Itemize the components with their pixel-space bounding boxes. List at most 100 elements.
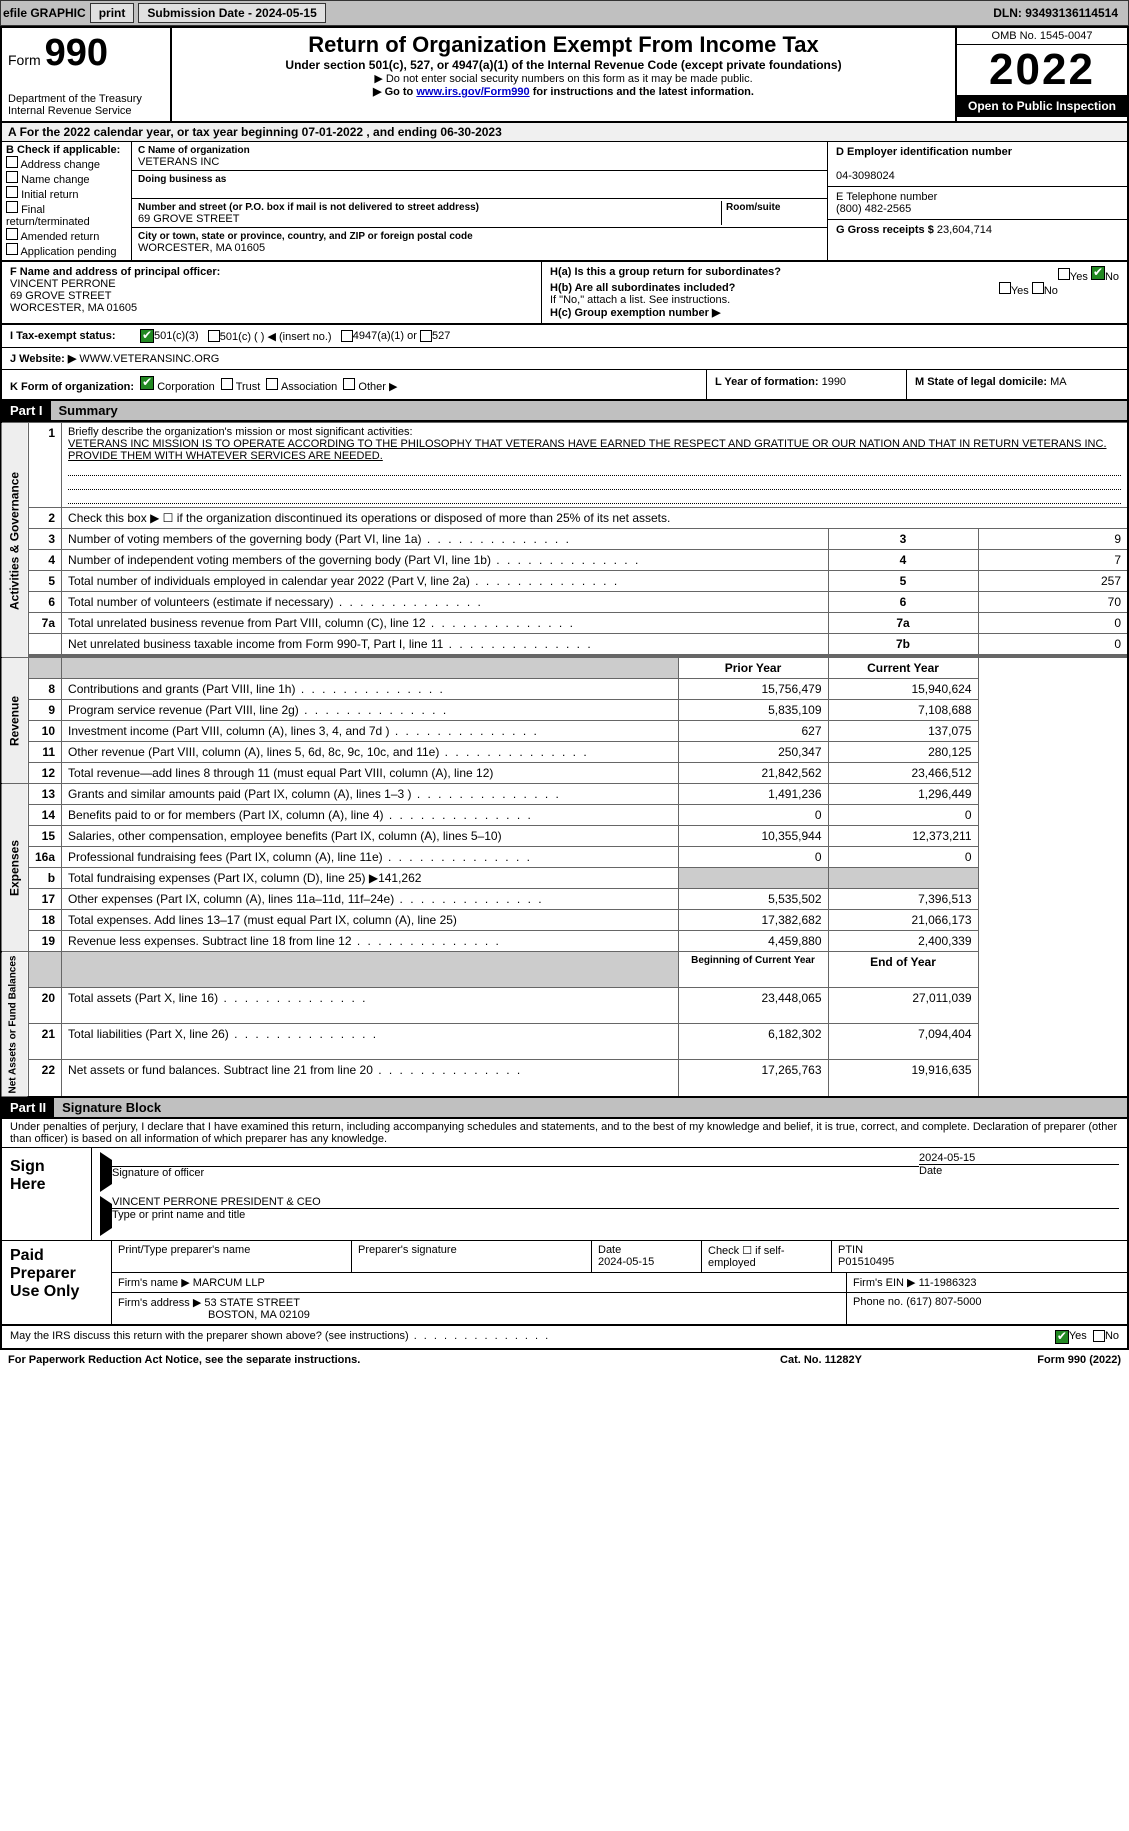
line1: Briefly describe the organization's miss… bbox=[62, 423, 1128, 508]
j-label: J Website: ▶ bbox=[10, 352, 76, 365]
paid-label: Paid Preparer Use Only bbox=[2, 1241, 112, 1324]
chk-initial-return[interactable] bbox=[6, 186, 18, 198]
part2-title: Signature Block bbox=[54, 1098, 1127, 1117]
b-label: B Check if applicable: bbox=[6, 144, 127, 156]
row-val: 257 bbox=[978, 571, 1128, 592]
note2-post: for instructions and the latest informat… bbox=[533, 86, 754, 98]
hdr-boy: Beginning of Current Year bbox=[678, 952, 828, 988]
row-py: 10,355,944 bbox=[678, 826, 828, 847]
section-h: H(a) Is this a group return for subordin… bbox=[542, 262, 1127, 323]
table-row: 4Number of independent voting members of… bbox=[1, 550, 1128, 571]
row-num: 1 bbox=[29, 423, 62, 508]
chk-corp[interactable] bbox=[140, 376, 154, 390]
table-row: 5Total number of individuals employed in… bbox=[1, 571, 1128, 592]
row-cy: 7,396,513 bbox=[828, 889, 978, 910]
row-num: 4 bbox=[29, 550, 62, 571]
dba-lbl: Doing business as bbox=[138, 174, 226, 185]
chk-ha-yes[interactable] bbox=[1058, 268, 1070, 280]
row-num: 13 bbox=[29, 784, 62, 805]
chk-trust[interactable] bbox=[221, 378, 233, 390]
row-box: 7b bbox=[828, 634, 978, 655]
sign-here-row: Sign Here Signature of officer 2024-05-1… bbox=[2, 1147, 1127, 1240]
chk-4947[interactable] bbox=[341, 330, 353, 342]
chk-hb-yes[interactable] bbox=[999, 282, 1011, 294]
chk-address-change[interactable] bbox=[6, 156, 18, 168]
hdr-eoy: End of Year bbox=[828, 952, 978, 988]
part1-table: Activities & Governance 1 Briefly descri… bbox=[0, 422, 1129, 1098]
form-label: Form bbox=[8, 52, 41, 68]
hdr-current: Current Year bbox=[828, 658, 978, 679]
i-label: I Tax-exempt status: bbox=[10, 330, 140, 342]
chk-may-no[interactable] bbox=[1093, 1330, 1105, 1342]
no-3: No bbox=[1105, 1330, 1119, 1344]
line1-lbl: Briefly describe the organization's miss… bbox=[68, 426, 412, 438]
chk-501c[interactable] bbox=[208, 330, 220, 342]
row-num: 5 bbox=[29, 571, 62, 592]
section-c: C Name of organization VETERANS INC Doin… bbox=[132, 142, 827, 260]
print-button[interactable]: print bbox=[90, 3, 135, 23]
row-val: 7 bbox=[978, 550, 1128, 571]
chk-ha-no[interactable] bbox=[1091, 266, 1105, 280]
tax-year: 2022 bbox=[957, 45, 1127, 95]
submission-date-button[interactable]: Submission Date - 2024-05-15 bbox=[138, 3, 325, 23]
line-j: J Website: ▶ WWW.VETERANSINC.ORG bbox=[0, 348, 1129, 370]
arrow-icon bbox=[100, 1196, 112, 1236]
table-row: Net unrelated business taxable income fr… bbox=[1, 634, 1128, 655]
opt-other: Other ▶ bbox=[358, 381, 397, 393]
opt-name-change: Name change bbox=[21, 174, 90, 186]
chk-hb-no[interactable] bbox=[1032, 282, 1044, 294]
line-i: I Tax-exempt status: 501(c)(3) 501(c) ( … bbox=[0, 325, 1129, 348]
form-subtitle: Under section 501(c), 527, or 4947(a)(1)… bbox=[178, 58, 949, 72]
line-k-l-m: K Form of organization: Corporation Trus… bbox=[0, 370, 1129, 401]
footer-right: Form 990 (2022) bbox=[921, 1354, 1121, 1366]
chk-final-return[interactable] bbox=[6, 201, 18, 213]
line-a-text: For the 2022 calendar year, or tax year … bbox=[20, 125, 502, 139]
row-py: 0 bbox=[678, 805, 828, 826]
row-py: 6,182,302 bbox=[678, 1024, 828, 1060]
opt-final-return: Final return/terminated bbox=[6, 204, 90, 228]
rev-header: Revenue Prior Year Current Year bbox=[1, 658, 1128, 679]
form-header: Form 990 Department of the Treasury Inte… bbox=[0, 26, 1129, 123]
row-num: 20 bbox=[29, 988, 62, 1024]
part1-header: Part I Summary bbox=[0, 401, 1129, 422]
opt-501c: 501(c) ( ) ◀ (insert no.) bbox=[220, 330, 332, 343]
row-num: 8 bbox=[29, 679, 62, 700]
firm-addr2: BOSTON, MA 02109 bbox=[208, 1309, 310, 1321]
row-py: 5,835,109 bbox=[678, 700, 828, 721]
row-cy: 19,916,635 bbox=[828, 1060, 978, 1097]
row-box: 6 bbox=[828, 592, 978, 613]
ein: 04-3098024 bbox=[836, 170, 895, 182]
chk-other[interactable] bbox=[343, 378, 355, 390]
table-row: 6Total number of volunteers (estimate if… bbox=[1, 592, 1128, 613]
chk-name-change[interactable] bbox=[6, 171, 18, 183]
table-row: 12Total revenue—add lines 8 through 11 (… bbox=[1, 763, 1128, 784]
table-row: 14Benefits paid to or for members (Part … bbox=[1, 805, 1128, 826]
row-txt: Revenue less expenses. Subtract line 18 … bbox=[62, 931, 678, 952]
vert-exp: Expenses bbox=[1, 784, 29, 952]
chk-527[interactable] bbox=[420, 330, 432, 342]
row-box: 7a bbox=[828, 613, 978, 634]
chk-may-yes[interactable] bbox=[1055, 1330, 1069, 1344]
efile-label: efile GRAPHIC bbox=[3, 6, 86, 20]
part2-badge: Part II bbox=[2, 1098, 54, 1117]
ptin: P01510495 bbox=[838, 1256, 894, 1268]
row-py: 627 bbox=[678, 721, 828, 742]
part2-header: Part II Signature Block bbox=[0, 1098, 1129, 1119]
mission-text: VETERANS INC MISSION IS TO OPERATE ACCOR… bbox=[68, 438, 1106, 462]
row-cy: 280,125 bbox=[828, 742, 978, 763]
sign-here-label: Sign Here bbox=[2, 1148, 92, 1240]
chk-amended[interactable] bbox=[6, 228, 18, 240]
chk-501c3[interactable] bbox=[140, 329, 154, 343]
opt-app-pending: Application pending bbox=[20, 246, 116, 258]
table-row: bTotal fundraising expenses (Part IX, co… bbox=[1, 868, 1128, 889]
row-cy: 23,466,512 bbox=[828, 763, 978, 784]
row-cy: 27,011,039 bbox=[828, 988, 978, 1024]
chk-app-pending[interactable] bbox=[6, 243, 18, 255]
part1-badge: Part I bbox=[2, 401, 51, 420]
row-num: 17 bbox=[29, 889, 62, 910]
blank bbox=[29, 658, 62, 679]
irs-link[interactable]: www.irs.gov/Form990 bbox=[416, 86, 529, 98]
row-num: 3 bbox=[29, 529, 62, 550]
sig-date: 2024-05-15 bbox=[919, 1152, 1119, 1164]
chk-assoc[interactable] bbox=[266, 378, 278, 390]
